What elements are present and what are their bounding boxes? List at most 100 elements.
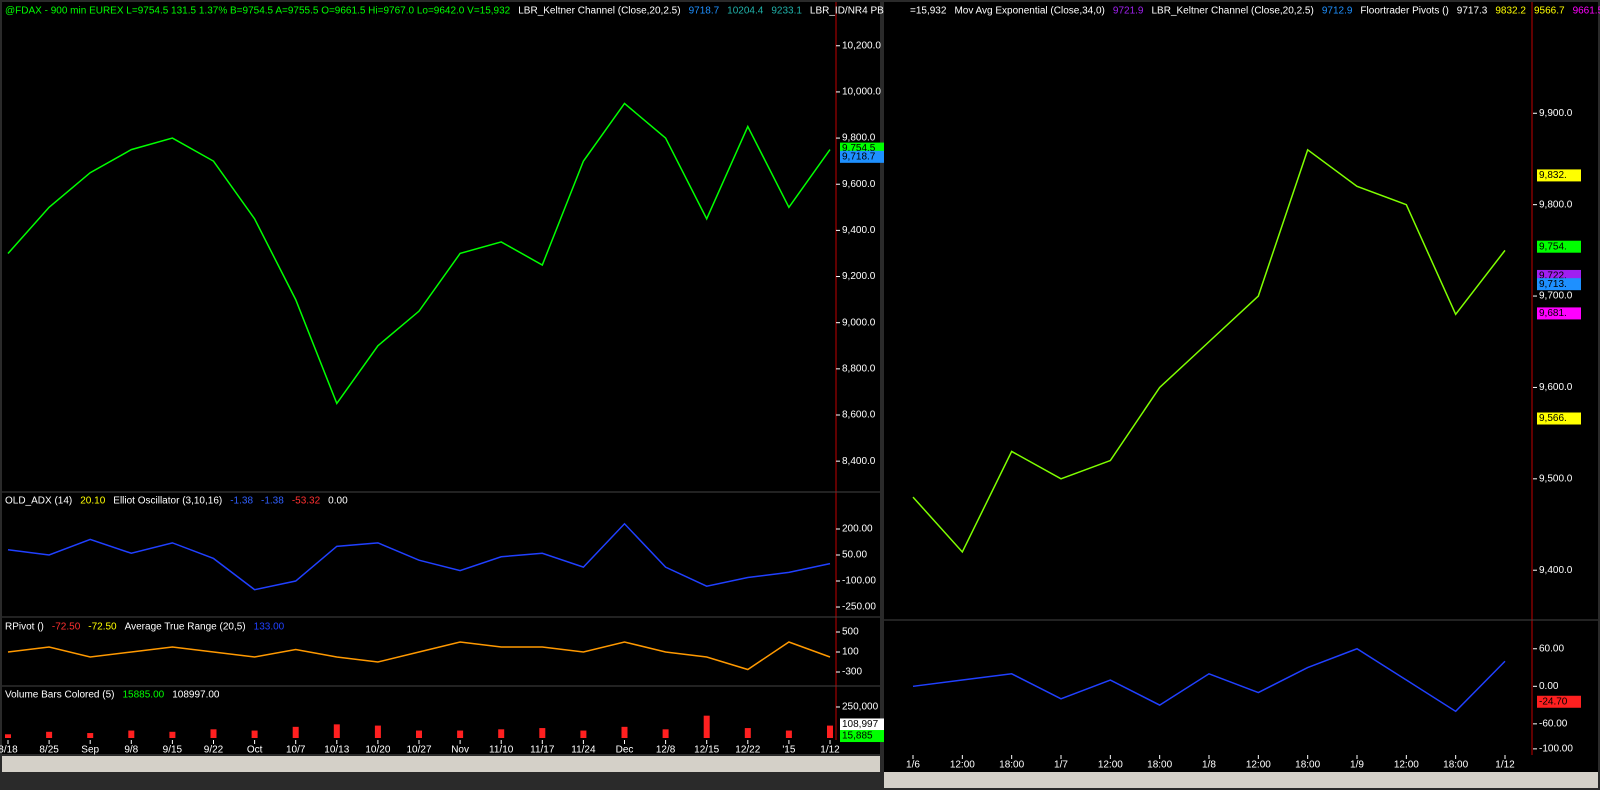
indicator-label: LBR_Keltner Channel (Close,20,2.5) (1152, 6, 1314, 17)
y-tick-label: 0.00 (1539, 681, 1559, 692)
left-window (2, 2, 880, 754)
price-line (7, 641, 831, 671)
price-line (912, 148, 1506, 554)
indicator-label: 0.00 (328, 496, 348, 507)
volume-bar (621, 726, 628, 738)
indicator-label: -1.38 (230, 496, 253, 507)
x-tick-label: Sep (81, 745, 99, 756)
x-tick-label: 11/10 (489, 745, 514, 756)
y-tick-label: -100.00 (842, 576, 876, 587)
x-tick-label: 12/22 (735, 745, 760, 756)
volume-bar (662, 729, 669, 738)
indicator-label: OLD_ADX (14) (5, 496, 72, 507)
price-line (7, 522, 831, 591)
indicator-label: 133.00 (254, 622, 285, 633)
indicator-label: 9717.3 (1457, 6, 1488, 17)
indicator-label: 9718.7 (689, 6, 720, 17)
y-tick-label: 100 (842, 647, 859, 658)
x-tick-label: 11/24 (571, 745, 596, 756)
indicator-label: -72.50 (52, 622, 81, 633)
x-tick-label: 12:00 (1246, 760, 1271, 771)
y-tick-label: -250.00 (842, 602, 876, 613)
volume-bar (210, 729, 217, 738)
x-tick-label: 12:00 (1098, 760, 1123, 771)
volume-bar (128, 730, 135, 738)
volume-bar (785, 730, 792, 738)
x-tick-label: 10/20 (365, 745, 390, 756)
x-tick-label: 9/15 (163, 745, 183, 756)
x-tick-label: 1/7 (1054, 760, 1068, 771)
indicator-label: @FDAX - 900 min EUREX L=9754.5 131.5 1.3… (5, 6, 511, 17)
price-tag (1537, 695, 1581, 708)
y-tick-label: 9,400.0 (842, 225, 876, 236)
indicator-label: 9661.5 (1573, 6, 1600, 17)
x-tick-label: 10/27 (406, 745, 431, 756)
x-tick-label: 10/13 (324, 745, 349, 756)
indicator-label: 9832.2 (1495, 6, 1526, 17)
y-tick-label: 200.00 (842, 524, 873, 535)
volume-bar (87, 733, 94, 738)
volume-bar (374, 725, 381, 738)
indicator-label: -72.50 (88, 622, 117, 633)
x-tick-label: 1/12 (820, 745, 840, 756)
x-tick-label: Nov (451, 745, 469, 756)
x-tick-label: Oct (247, 745, 263, 756)
x-tick-label: 12/15 (694, 745, 719, 756)
x-tick-label: 18:00 (1443, 760, 1468, 771)
indicator-label: Floortrader Pivots () (1360, 6, 1448, 17)
volume-bar (744, 728, 751, 738)
indicator-label: =15,932 (910, 6, 947, 17)
indicator-label: 9233.1 (771, 6, 802, 17)
x-tick-label: 9/22 (204, 745, 224, 756)
price-tag (840, 730, 884, 743)
price-tag (1537, 278, 1581, 291)
x-tick-label: 1/8 (1202, 760, 1216, 771)
price-tag-label: 9,832. (1539, 170, 1567, 181)
indicator-label: 108997.00 (172, 690, 220, 701)
price-tag-label: 108,997 (842, 719, 879, 730)
volume-bar (703, 715, 710, 738)
volume-bar (498, 729, 505, 738)
price-tag-label: 9,718.7 (842, 151, 876, 162)
y-tick-label: -60.00 (1539, 718, 1568, 729)
x-tick-label: 10/7 (286, 745, 306, 756)
x-tick-label: 8/25 (39, 745, 59, 756)
y-tick-label: 10,000.0 (842, 87, 881, 98)
y-tick-label: 9,600.0 (842, 179, 876, 190)
x-tick-label: 1/12 (1495, 760, 1515, 771)
price-tag-label: 9,566. (1539, 413, 1567, 424)
volume-bar (539, 728, 546, 738)
scrollbar[interactable] (2, 756, 880, 772)
indicator-label: 20.10 (80, 496, 105, 507)
x-tick-label: 1/6 (906, 760, 920, 771)
indicator-label: LBR_Keltner Channel (Close,20,2.5) (518, 6, 680, 17)
y-tick-label: 9,500.0 (1539, 473, 1573, 484)
x-tick-label: 18:00 (1295, 760, 1320, 771)
x-tick-label: 18:00 (999, 760, 1024, 771)
price-tag (840, 718, 884, 731)
price-tag-label: -24.70 (1539, 696, 1568, 707)
y-tick-label: -300 (842, 667, 862, 678)
y-tick-label: 9,600.0 (1539, 382, 1573, 393)
volume-bar (416, 730, 422, 738)
x-tick-label: 18:00 (1147, 760, 1172, 771)
indicator-label: RPivot () (5, 622, 44, 633)
volume-bar (827, 725, 833, 738)
price-tag (1537, 412, 1581, 425)
indicator-label: LBR_ID/NR4 PB (810, 6, 884, 17)
x-tick-label: '15 (782, 745, 795, 756)
y-tick-label: 9,700.0 (1539, 291, 1573, 302)
x-tick-label: 11/17 (530, 745, 555, 756)
price-tag (840, 150, 884, 163)
indicator-label: Volume Bars Colored (5) (5, 690, 115, 701)
scrollbar[interactable] (884, 772, 1598, 788)
y-tick-label: 9,400.0 (1539, 565, 1573, 576)
price-tag-label: 9,722. (1539, 271, 1567, 282)
indicator-label: 9712.9 (1322, 6, 1353, 17)
indicator-label: 10204.4 (727, 6, 764, 17)
y-tick-label: 8,600.0 (842, 410, 876, 421)
y-tick-label: 10,200.0 (842, 40, 881, 51)
right-window (884, 2, 1598, 772)
